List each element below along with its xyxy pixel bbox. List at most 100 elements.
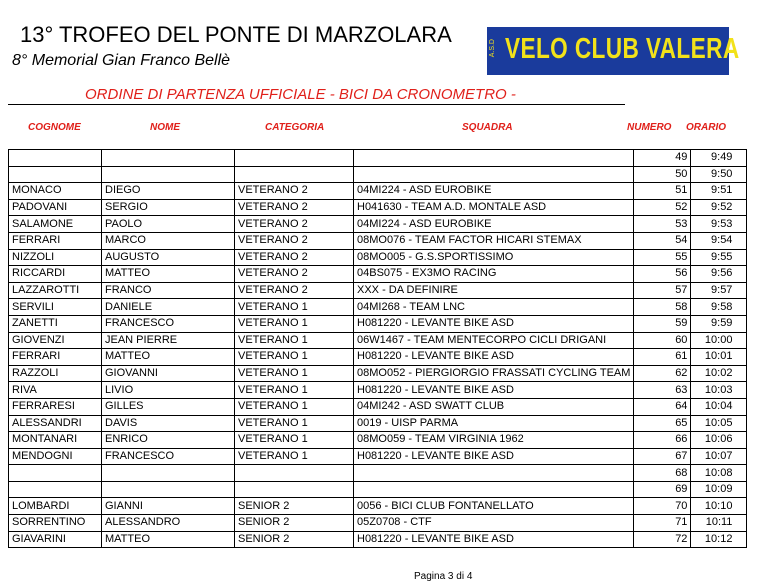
team-cell: 06W1467 - TEAM MENTECORPO CICLI DRIGANI: [352, 331, 635, 350]
name-cell: ENRICO: [101, 431, 235, 449]
surname-cell: NIZZOLI: [8, 248, 102, 267]
category-cell: VETERANO 2: [234, 281, 354, 300]
row: 69 10:09: [8, 480, 748, 499]
category-cell: VETERANO 1: [234, 348, 354, 366]
time-cell: 9:59: [690, 314, 748, 333]
row: NIZZOLI AUGUSTO VETERANO 2 08MO005 - G.S.SP…: [8, 248, 748, 267]
surname-cell: SALAMONE: [8, 215, 102, 233]
name-cell: MATTEO: [101, 530, 235, 549]
name-cell: MATTEO: [101, 265, 235, 283]
name-cell: [101, 464, 235, 482]
page-number: Pagina 3 di 4: [414, 571, 473, 582]
number-cell: 51: [633, 182, 692, 200]
name-cell: PAOLO: [101, 215, 235, 233]
category-cell: VETERANO 1: [234, 431, 354, 449]
number-cell: 52: [633, 198, 692, 217]
number-cell: 54: [633, 231, 692, 250]
surname-cell: SORRENTINO: [8, 514, 102, 532]
row: FERRARI MATTEO VETERANO 1 H081220 - LEVANTE…: [8, 348, 748, 366]
team-cell: [352, 464, 635, 482]
name-cell: [101, 165, 235, 184]
time-cell: 10:01: [690, 348, 748, 366]
number-cell: 50: [633, 165, 692, 184]
row: RAZZOLI GIOVANNI VETERANO 1 08MO052 - PIERG…: [8, 364, 748, 383]
time-cell: 9:57: [690, 281, 748, 300]
row: PADOVANI SERGIO VETERANO 2 H041630 - TEAM A…: [8, 198, 748, 217]
number-cell: 58: [633, 298, 692, 316]
surname-cell: RICCARDI: [8, 265, 102, 283]
time-cell: 10:09: [690, 480, 748, 499]
team-cell: [352, 480, 635, 499]
number-cell: 59: [633, 314, 692, 333]
time-cell: 10:03: [690, 381, 748, 399]
number-cell: 49: [633, 149, 692, 167]
time-cell: 10:12: [690, 530, 748, 549]
name-cell: DIEGO: [101, 182, 235, 200]
time-cell: 10:06: [690, 431, 748, 449]
surname-cell: SERVILI: [8, 298, 102, 316]
title: 13° TROFEO DEL PONTE DI MARZOLARA: [20, 22, 452, 47]
surname-cell: [8, 480, 102, 499]
rule: [8, 104, 625, 105]
name-cell: GIOVANNI: [101, 364, 235, 383]
team-cell: 08MO076 - TEAM FACTOR HICARI STEMAX: [352, 231, 635, 250]
category-cell: VETERANO 1: [234, 414, 354, 433]
name-cell: JEAN PIERRE: [101, 331, 235, 350]
number-cell: 63: [633, 381, 692, 399]
time-cell: 10:11: [690, 514, 748, 532]
surname-cell: LOMBARDI: [8, 497, 102, 516]
name-cell: DANIELE: [101, 298, 235, 316]
row: GIOVENZI JEAN PIERRE VETERANO 1 06W1467 - T…: [8, 331, 748, 350]
row: 49 9:49: [8, 149, 748, 167]
surname-cell: MONTANARI: [8, 431, 102, 449]
row: FERRARI MARCO VETERANO 2 08MO076 - TEAM FAC…: [8, 231, 748, 250]
team-cell: H081220 - LEVANTE BIKE ASD: [352, 447, 635, 466]
time-cell: 9:51: [690, 182, 748, 200]
team-cell: 08MO052 - PIERGIORGIO FRASSATI CYCLING T…: [352, 364, 635, 383]
row: FERRARESI GILLES VETERANO 1 04MI242 - ASD S…: [8, 397, 748, 416]
team-cell: 08MO059 - TEAM VIRGINIA 1962: [352, 431, 635, 449]
name-cell: ALESSANDRO: [101, 514, 235, 532]
category-cell: [234, 464, 354, 482]
time-cell: 9:50: [690, 165, 748, 184]
row: 50 9:50: [8, 165, 748, 184]
team-cell: 04MI224 - ASD EUROBIKE: [352, 182, 635, 200]
row: GIAVARINI MATTEO SENIOR 2 H081220 - LEVANTE…: [8, 530, 748, 549]
time-cell: 10:07: [690, 447, 748, 466]
team-cell: H081220 - LEVANTE BIKE ASD: [352, 530, 635, 549]
category-cell: SENIOR 2: [234, 530, 354, 549]
name-cell: MARCO: [101, 231, 235, 250]
row: LOMBARDI GIANNI SENIOR 2 0056 - BICI CLUB F…: [8, 497, 748, 516]
number-cell: 55: [633, 248, 692, 267]
logo: A.S.D VELO CLUB VALERA: [487, 27, 739, 75]
row: SERVILI DANIELE VETERANO 1 04MI268 - TEAM L…: [8, 298, 748, 316]
surname-cell: [8, 165, 102, 184]
time-cell: 10:08: [690, 464, 748, 482]
category-cell: VETERANO 1: [234, 397, 354, 416]
team-cell: H081220 - LEVANTE BIKE ASD: [352, 381, 635, 399]
row: SORRENTINO ALESSANDRO SENIOR 2 05Z0708 - CT…: [8, 514, 748, 532]
surname-cell: GIOVENZI: [8, 331, 102, 350]
number-cell: 70: [633, 497, 692, 516]
number-cell: 57: [633, 281, 692, 300]
name-cell: SERGIO: [101, 198, 235, 217]
category-cell: VETERANO 2: [234, 215, 354, 233]
surname-cell: LAZZAROTTI: [8, 281, 102, 300]
team-cell: H081220 - LEVANTE BIKE ASD: [352, 348, 635, 366]
team-cell: 0019 - UISP PARMA: [352, 414, 635, 433]
category-cell: SENIOR 2: [234, 514, 354, 532]
number-cell: 56: [633, 265, 692, 283]
name-cell: LIVIO: [101, 381, 235, 399]
category-cell: VETERANO 2: [234, 265, 354, 283]
category-cell: VETERANO 1: [234, 364, 354, 383]
name-cell: MATTEO: [101, 348, 235, 366]
name-cell: [101, 480, 235, 499]
team-cell: [352, 149, 635, 167]
logo-side: A.S.D: [489, 39, 496, 58]
surname-cell: RAZZOLI: [8, 364, 102, 383]
time-cell: 9:58: [690, 298, 748, 316]
time-cell: 10:00: [690, 331, 748, 350]
surname-cell: GIAVARINI: [8, 530, 102, 549]
time-cell: 10:02: [690, 364, 748, 383]
